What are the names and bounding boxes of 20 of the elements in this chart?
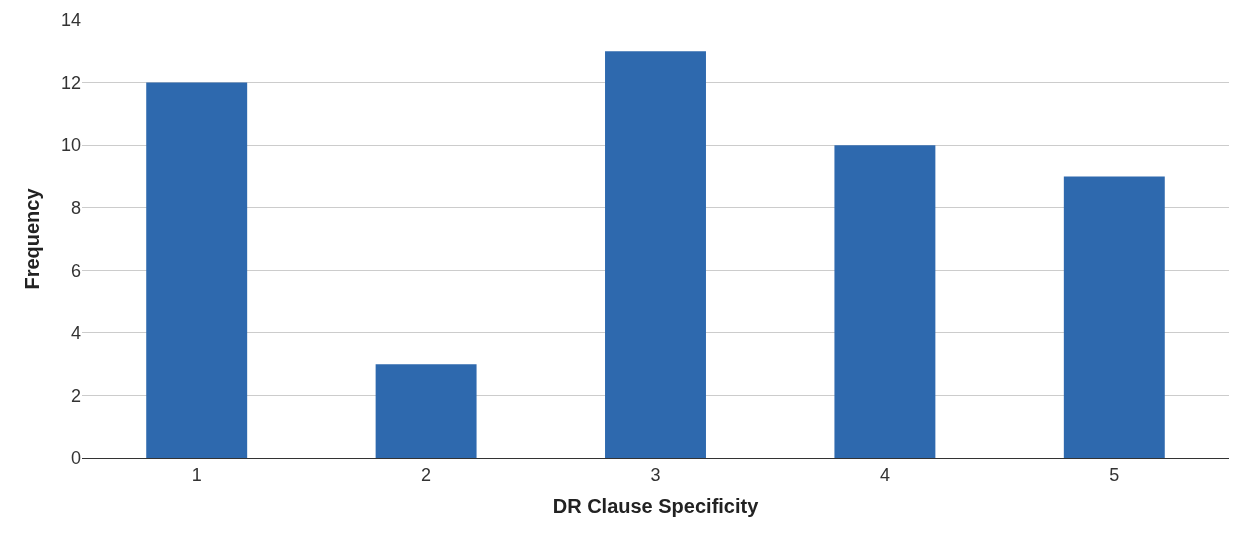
y-axis-title: Frequency [21, 187, 44, 290]
y-tick-label: 8 [70, 198, 81, 219]
y-tick-label: 6 [70, 260, 81, 281]
y-tick-label: 10 [60, 135, 81, 156]
y-tick-label: 12 [60, 72, 81, 93]
bar [146, 82, 248, 458]
y-tick-label: 0 [70, 448, 81, 469]
x-tick-label: 5 [1109, 464, 1120, 485]
bar [605, 51, 706, 458]
x-tick-label: 2 [421, 464, 432, 485]
bar [834, 145, 936, 458]
x-tick-label: 4 [879, 464, 890, 485]
x-axis-title: DR Clause Specificity [552, 495, 760, 518]
x-tick-label: 1 [191, 464, 202, 485]
y-tick-label: 4 [70, 323, 81, 344]
y-tick-label: 14 [60, 10, 81, 31]
bar [375, 364, 477, 458]
y-tick-label: 2 [70, 385, 81, 406]
bar [1063, 176, 1165, 458]
x-tick-label: 3 [650, 464, 661, 485]
